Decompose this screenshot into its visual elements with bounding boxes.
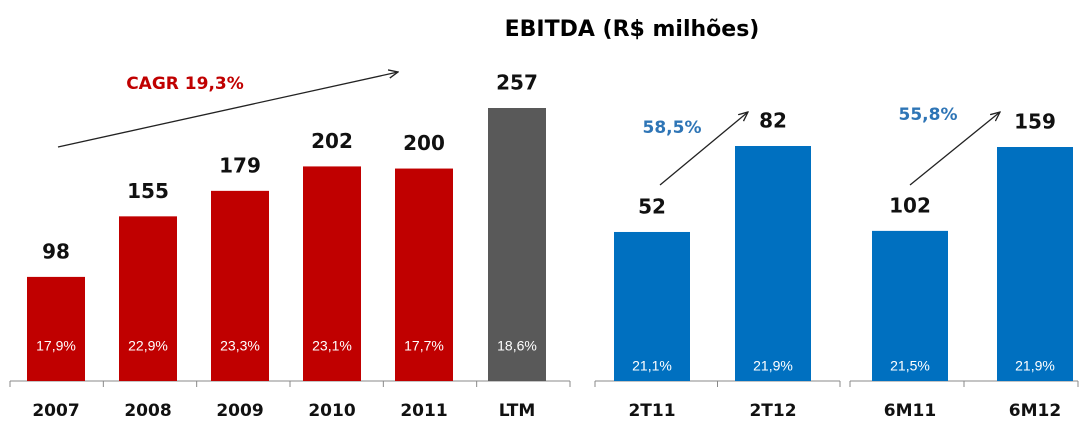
bar	[303, 166, 361, 381]
x-tick-label: 6M11	[884, 401, 936, 421]
growth-arrow	[659, 112, 748, 186]
x-tick-label: 2T11	[628, 401, 675, 421]
value-label: 159	[1014, 110, 1056, 134]
annotation: CAGR 19,3%	[126, 74, 244, 94]
value-label: 257	[496, 71, 538, 95]
bar	[614, 231, 690, 381]
margin-label: 21,9%	[753, 358, 793, 374]
x-tick-label: 2T12	[749, 401, 796, 421]
bar	[488, 108, 546, 381]
value-label: 179	[219, 153, 261, 177]
margin-label: 21,5%	[890, 358, 930, 374]
growth-arrow	[909, 112, 1000, 186]
bar	[997, 147, 1073, 381]
value-label: 82	[759, 109, 787, 133]
bar	[872, 230, 948, 381]
value-label: 202	[311, 129, 353, 153]
value-label: 200	[403, 131, 445, 155]
x-tick-label: 2011	[400, 401, 447, 421]
margin-label: 18,6%	[497, 338, 537, 354]
x-tick-label: 2009	[216, 401, 263, 421]
cagr-arrow	[57, 72, 398, 148]
value-label: 155	[127, 179, 169, 203]
margin-label: 17,7%	[404, 338, 444, 354]
margin-label: 17,9%	[36, 338, 76, 354]
value-label: 52	[638, 194, 666, 218]
annotation: 58,5%	[643, 118, 702, 138]
x-tick-label: 2008	[124, 401, 171, 421]
x-tick-label: LTM	[499, 401, 536, 421]
x-tick-label: 6M12	[1009, 401, 1061, 421]
bar	[735, 146, 811, 381]
value-label: 102	[889, 193, 931, 217]
margin-label: 22,9%	[128, 338, 168, 354]
chart-title: EBITDA (R$ milhões)	[505, 17, 760, 42]
bar	[27, 276, 85, 381]
bar	[395, 168, 453, 381]
x-tick-label: 2010	[308, 401, 355, 421]
bar	[119, 216, 177, 381]
value-label: 98	[42, 239, 70, 263]
margin-label: 23,1%	[312, 338, 352, 354]
margin-label: 21,1%	[632, 358, 672, 374]
margin-label: 23,3%	[220, 338, 260, 354]
bar	[211, 190, 269, 381]
annotation: 55,8%	[899, 105, 958, 125]
margin-label: 21,9%	[1015, 358, 1055, 374]
x-tick-label: 2007	[32, 401, 79, 421]
